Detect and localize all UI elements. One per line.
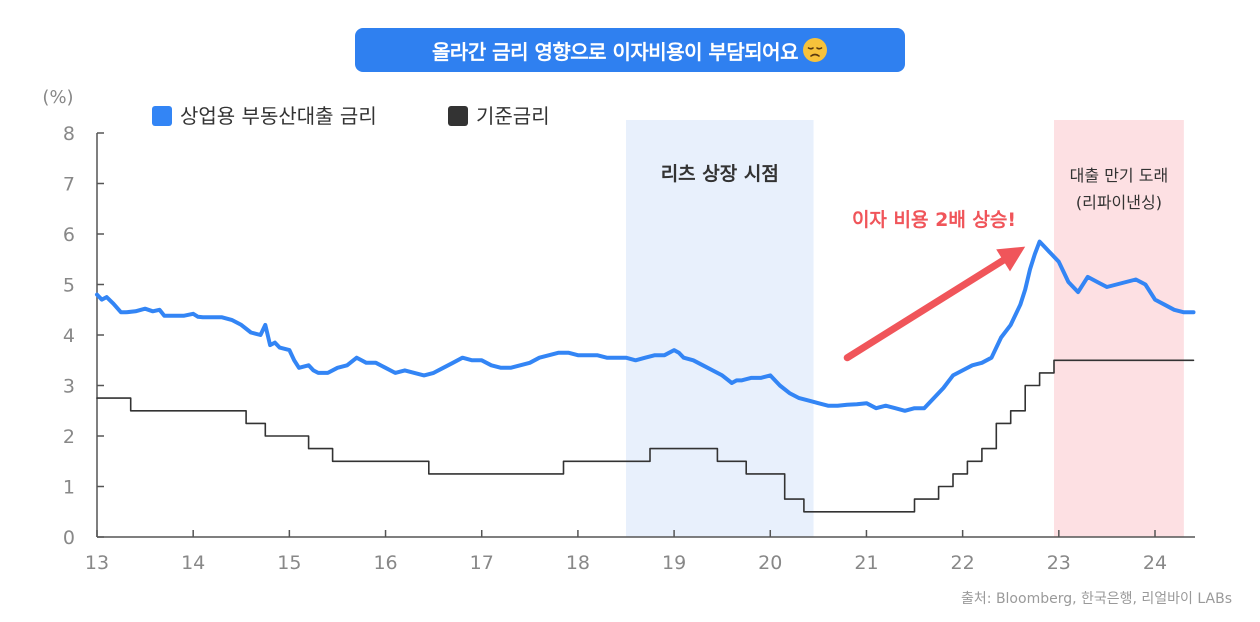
highlight-bands: 리츠 상장 시점 대출 만기 도래 (리파이낸싱) (626, 120, 1184, 537)
band-label-sub: (리파이낸싱) (1076, 193, 1162, 212)
y-tick-label: 5 (63, 275, 75, 297)
chart-title-badge: 올라간 금리 영향으로 이자비용이 부담되어요 (355, 28, 905, 72)
y-tick-label: 6 (63, 224, 75, 246)
x-tick-label: 20 (758, 552, 782, 574)
x-tick-label: 16 (373, 552, 397, 574)
disappointed-face-icon (802, 38, 827, 62)
x-tick-label: 24 (1143, 552, 1167, 574)
x-tick-label: 14 (181, 552, 205, 574)
x-tick-label: 22 (951, 552, 975, 574)
legend-label: 상업용 부동산대출 금리 (180, 104, 377, 128)
band-label: 대출 만기 도래 (1070, 166, 1169, 185)
band-2 (1054, 120, 1184, 537)
x-tick-label: 23 (1047, 552, 1071, 574)
source-note: 출처: Bloomberg, 한국은행, 리얼바이 LABs (961, 591, 1232, 607)
y-tick-label: 0 (63, 527, 75, 549)
annotation-label: 이자 비용 2배 상승! (852, 209, 1016, 231)
band-1 (626, 120, 814, 537)
series-cre-loan-rate (95, 239, 1196, 413)
y-tick-label: 8 (63, 123, 75, 145)
x-tick-label: 13 (85, 552, 109, 574)
chart-series (95, 239, 1196, 513)
y-tick-label: 3 (63, 376, 75, 398)
chart-title: 올라간 금리 영향으로 이자비용이 부담되어요 (432, 39, 798, 64)
legend-swatch (152, 106, 172, 126)
y-tick-label: 4 (63, 325, 75, 347)
chart-annotation: 이자 비용 2배 상승! (843, 209, 1026, 362)
y-tick-label: 1 (63, 477, 75, 499)
annotation-arrow-head (996, 246, 1026, 272)
band-label: 리츠 상장 시점 (661, 163, 779, 185)
legend-swatch (448, 106, 468, 126)
x-tick-label: 17 (470, 552, 494, 574)
annotation-arrow-shaft (843, 256, 1007, 362)
y-tick-label: 2 (63, 426, 75, 448)
chart-legend: 상업용 부동산대출 금리 기준금리 (152, 104, 550, 128)
x-tick-label: 15 (277, 552, 301, 574)
x-tick-label: 18 (566, 552, 590, 574)
y-unit-label: (%) (42, 87, 73, 108)
y-tick-label: 7 (63, 174, 75, 196)
x-tick-label: 19 (662, 552, 686, 574)
x-tick-label: 21 (854, 552, 878, 574)
series-base-rate (96, 359, 1195, 513)
legend-label: 기준금리 (476, 104, 550, 128)
